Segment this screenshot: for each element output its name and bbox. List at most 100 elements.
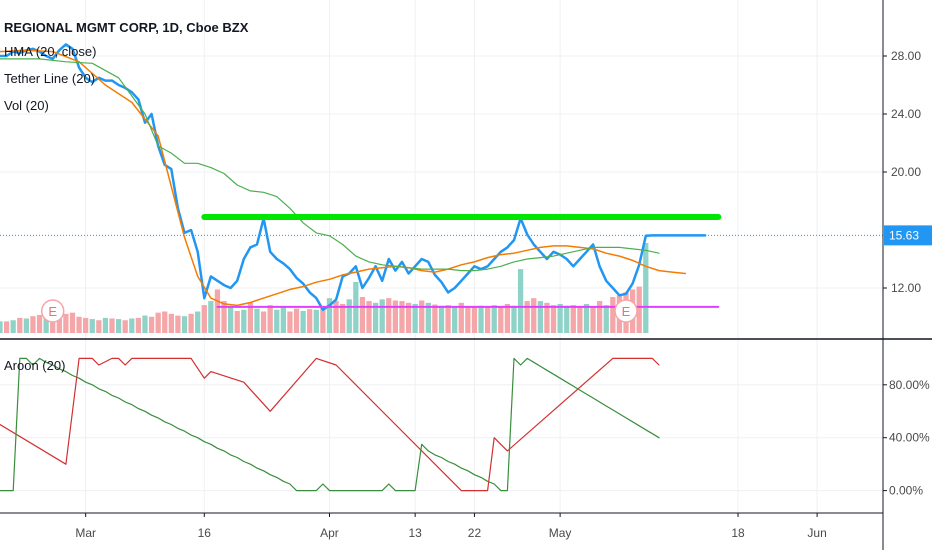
volume-bar bbox=[267, 305, 273, 333]
volume-bar bbox=[511, 305, 517, 333]
volume-bar bbox=[23, 318, 29, 333]
volume-bar bbox=[274, 309, 280, 333]
volume-bar bbox=[498, 306, 504, 333]
volume-bar bbox=[577, 306, 583, 333]
x-tick-label: Jun bbox=[807, 526, 826, 540]
volume-bar bbox=[175, 315, 181, 333]
volume-bar bbox=[195, 311, 201, 333]
legend-aroon[interactable]: Aroon (20) bbox=[4, 358, 65, 373]
y-tick-label: 80.00% bbox=[889, 378, 930, 392]
volume-bar bbox=[438, 305, 445, 333]
volume-bar bbox=[96, 320, 102, 333]
volume-bar bbox=[425, 302, 431, 333]
volume-bar bbox=[241, 309, 247, 333]
volume-bar bbox=[155, 312, 161, 333]
volume-bar bbox=[471, 307, 478, 333]
volume-bar bbox=[432, 304, 438, 333]
volume-bar bbox=[287, 311, 293, 333]
volume-bar bbox=[148, 316, 155, 333]
volume-bar bbox=[452, 307, 458, 333]
volume-bar bbox=[300, 310, 306, 333]
x-tick-label: 13 bbox=[408, 526, 422, 540]
volume-bar bbox=[333, 301, 339, 333]
volume-bar bbox=[36, 315, 43, 333]
hma-line bbox=[0, 49, 687, 307]
volume-bar bbox=[603, 305, 609, 333]
volume-bar bbox=[227, 306, 234, 333]
volume-bar bbox=[550, 305, 557, 333]
tether-line bbox=[0, 58, 660, 272]
volume-bar bbox=[162, 311, 168, 333]
volume-bar bbox=[419, 300, 425, 333]
volume-bar bbox=[537, 301, 543, 333]
earnings-marker bbox=[40, 299, 65, 323]
volume-bar bbox=[465, 306, 471, 333]
volume-bar bbox=[142, 315, 148, 333]
x-tick-label: Mar bbox=[75, 526, 96, 540]
chart-title: REGIONAL MGMT CORP, 1D, Cboe BZX bbox=[4, 20, 249, 35]
volume-bar bbox=[590, 306, 596, 333]
volume-bar bbox=[372, 302, 379, 333]
last-price-badge bbox=[884, 225, 932, 246]
volume-bar bbox=[458, 302, 464, 333]
volume-bar bbox=[168, 313, 174, 333]
volume-bar bbox=[524, 301, 530, 333]
y-tick-label: 0.00% bbox=[889, 484, 923, 498]
y-tick-label: 24.00 bbox=[891, 107, 921, 121]
volume-bar bbox=[63, 313, 69, 333]
volume-bar bbox=[366, 301, 372, 333]
volume-bar bbox=[30, 316, 36, 333]
volume-bar bbox=[405, 302, 412, 333]
x-tick-label: 22 bbox=[468, 526, 482, 540]
last-price-label: 15.63 bbox=[889, 228, 919, 242]
volume-bar bbox=[201, 305, 207, 333]
x-tick-label: 16 bbox=[198, 526, 212, 540]
volume-bar bbox=[234, 310, 240, 333]
volume-bar bbox=[109, 318, 115, 333]
x-tick-label: May bbox=[549, 526, 572, 540]
volume-bar bbox=[122, 320, 128, 333]
x-tick-label: Apr bbox=[320, 526, 339, 540]
volume-bar bbox=[254, 308, 260, 333]
volume-bar bbox=[56, 315, 62, 333]
x-tick-label: 18 bbox=[731, 526, 745, 540]
volume-bar bbox=[517, 269, 524, 333]
volume-bar bbox=[135, 317, 142, 333]
volume-bar bbox=[557, 303, 563, 333]
legend-vol[interactable]: Vol (20) bbox=[4, 98, 49, 113]
volume-bar bbox=[636, 286, 642, 333]
volume-bar bbox=[326, 298, 333, 333]
earnings-label: E bbox=[48, 304, 57, 319]
y-tick-label: 28.00 bbox=[891, 49, 921, 63]
volume-bar bbox=[597, 301, 603, 333]
earnings-label: E bbox=[622, 304, 631, 319]
volume-bar bbox=[208, 301, 214, 333]
volume-bar bbox=[76, 316, 82, 333]
volume-bar bbox=[181, 316, 188, 333]
volume-bar bbox=[570, 305, 576, 333]
volume-bar bbox=[320, 306, 326, 333]
volume-bar bbox=[564, 305, 570, 333]
volume-bar bbox=[399, 301, 405, 333]
volume-bar bbox=[379, 299, 385, 333]
legend-tether[interactable]: Tether Line (20) bbox=[4, 71, 95, 86]
volume-bar bbox=[484, 306, 491, 333]
volume-bar bbox=[478, 305, 484, 333]
volume-bar bbox=[412, 303, 418, 333]
volume-bar bbox=[359, 297, 366, 333]
volume-bar bbox=[280, 306, 286, 333]
volume-bar bbox=[43, 317, 49, 333]
legend-hma[interactable]: HMA (20, close) bbox=[4, 44, 96, 59]
volume-bar bbox=[643, 243, 649, 333]
volume-bar bbox=[293, 308, 300, 333]
y-tick-label: 12.00 bbox=[891, 281, 921, 295]
volume-bar bbox=[386, 298, 392, 333]
y-tick-label: 40.00% bbox=[889, 431, 930, 445]
series-layer bbox=[0, 43, 883, 492]
volume-bar bbox=[531, 298, 537, 333]
volume-bar bbox=[17, 317, 23, 333]
volume-bar bbox=[610, 297, 616, 333]
